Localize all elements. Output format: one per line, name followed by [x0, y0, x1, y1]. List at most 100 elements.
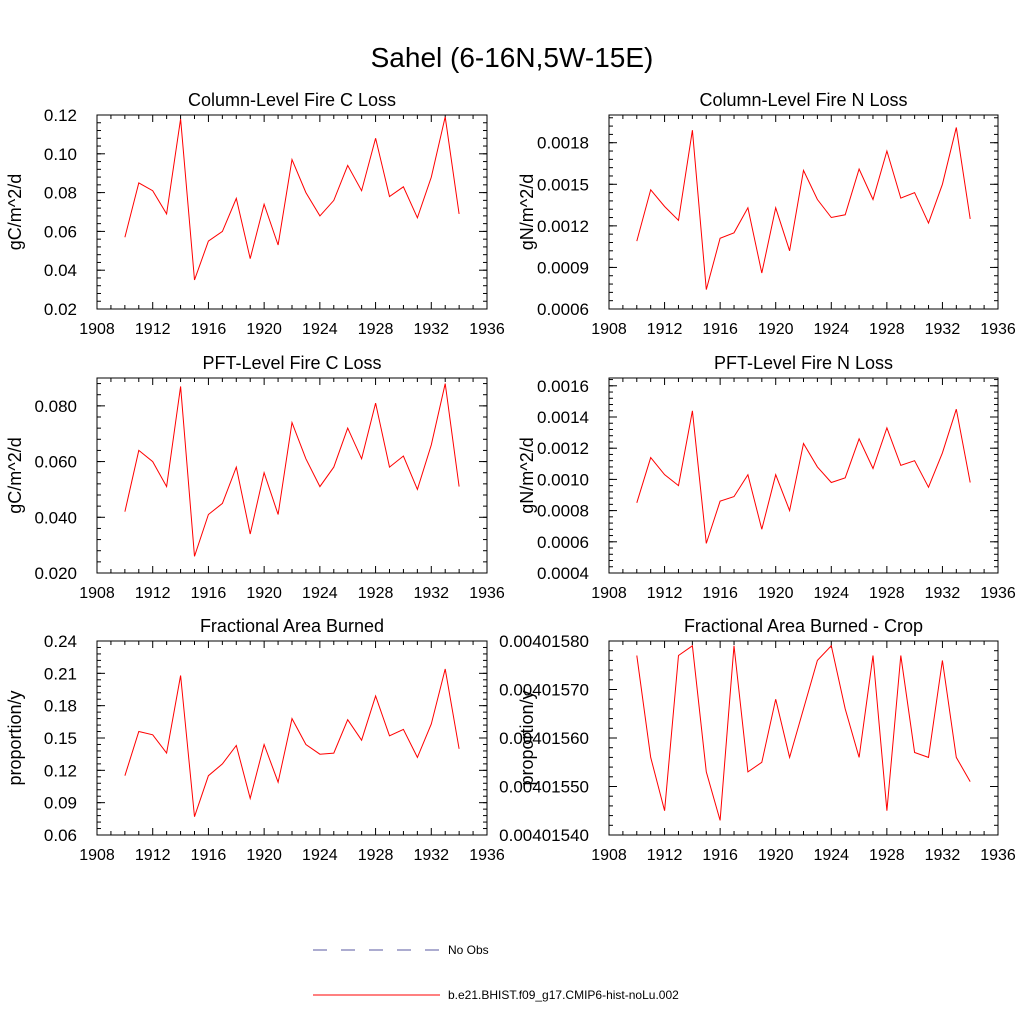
chart-panel-3: PFT-Level Fire C Loss gC/m^2/d 1908 1912 191… [5, 353, 505, 602]
y-tick-label: 0.15 [44, 729, 77, 748]
x-tick-label: 1928 [358, 321, 394, 338]
x-tick-label: 1920 [246, 585, 282, 602]
y-tick-label: 0.0004 [537, 564, 589, 583]
y-tick-label: 0.08 [44, 184, 77, 203]
y-tick-label: 0.09 [44, 794, 77, 813]
y-tick-label: 0.0016 [537, 377, 589, 396]
y-tick-label: 0.00401550 [499, 778, 589, 797]
y-axis-label: proportion/y [5, 690, 25, 785]
x-tick-label: 1908 [591, 847, 627, 864]
y-tick-label: 0.0015 [537, 175, 589, 194]
x-tick-label: 1920 [758, 321, 794, 338]
chart-title: PFT-Level Fire N Loss [714, 353, 893, 373]
x-tick-label: 1908 [79, 321, 115, 338]
plot-frame [96, 114, 488, 310]
x-tick-label: 1936 [469, 585, 505, 602]
y-tick-label: 0.04 [44, 261, 77, 280]
y-tick-label: 0.00401540 [499, 826, 589, 845]
chart-title: Column-Level Fire N Loss [699, 90, 907, 110]
chart-title: PFT-Level Fire C Loss [202, 353, 381, 373]
x-tick-label: 1932 [925, 321, 961, 338]
x-tick-label: 1924 [302, 585, 338, 602]
x-tick-label: 1916 [702, 585, 738, 602]
x-tick-label: 1932 [925, 585, 961, 602]
figure-title: Sahel (6-16N,5W-15E) [371, 42, 654, 73]
y-tick-label: 0.0006 [537, 300, 589, 319]
y-axis-label: gC/m^2/d [5, 437, 25, 513]
y-tick-label: 0.0009 [537, 258, 589, 277]
x-tick-label: 1912 [647, 847, 683, 864]
x-tick-label: 1908 [79, 585, 115, 602]
x-tick-label: 1928 [358, 585, 394, 602]
y-tick-label: 0.12 [44, 761, 77, 780]
x-tick-label: 1920 [758, 847, 794, 864]
chart-panel-6: Fractional Area Burned - Crop proportion/… [499, 616, 1016, 864]
x-tick-label: 1932 [413, 321, 449, 338]
series-line [636, 127, 971, 290]
x-tick-label: 1908 [591, 585, 627, 602]
series-line [124, 116, 460, 281]
chart-panel-2: Column-Level Fire N Loss gN/m^2/d 1908 1912… [517, 90, 1016, 338]
y-tick-label: 0.00401560 [499, 729, 589, 748]
y-axis-label: gN/m^2/d [517, 437, 537, 513]
x-tick-label: 1932 [413, 585, 449, 602]
y-tick-label: 0.0014 [537, 408, 589, 427]
y-tick-label: 0.10 [44, 145, 77, 164]
x-tick-label: 1928 [869, 847, 905, 864]
x-tick-label: 1928 [869, 321, 905, 338]
chart-title: Fractional Area Burned - Crop [684, 616, 923, 636]
x-tick-label: 1928 [869, 585, 905, 602]
y-tick-label: 0.06 [44, 826, 77, 845]
plot-frame [608, 377, 999, 574]
y-axis-label: proportion/y [517, 690, 537, 785]
y-tick-label: 0.020 [34, 564, 77, 583]
series-line [636, 409, 971, 544]
x-tick-label: 1928 [358, 847, 394, 864]
plot-frame [608, 640, 999, 836]
legend: No Obs b.e21.BHIST.f09_g17.CMIP6-hist-no… [313, 943, 679, 1002]
y-tick-label: 0.0006 [537, 533, 589, 552]
y-tick-label: 0.00401580 [499, 632, 589, 651]
y-tick-label: 0.12 [44, 106, 77, 125]
plot-frame [608, 114, 999, 310]
y-axis-label: gC/m^2/d [5, 174, 25, 250]
chart-panel-4: PFT-Level Fire N Loss gN/m^2/d 1908 1912 191… [517, 353, 1016, 602]
x-tick-label: 1932 [413, 847, 449, 864]
x-tick-label: 1924 [302, 321, 338, 338]
x-tick-label: 1912 [135, 585, 171, 602]
x-tick-label: 1924 [813, 847, 849, 864]
x-tick-label: 1932 [925, 847, 961, 864]
y-tick-label: 0.18 [44, 697, 77, 716]
x-tick-label: 1916 [191, 321, 227, 338]
x-tick-label: 1912 [647, 585, 683, 602]
x-tick-label: 1908 [591, 321, 627, 338]
x-tick-label: 1936 [980, 847, 1016, 864]
x-tick-label: 1920 [246, 847, 282, 864]
x-tick-label: 1936 [469, 847, 505, 864]
y-tick-label: 0.24 [44, 632, 77, 651]
x-tick-label: 1908 [79, 847, 115, 864]
x-tick-label: 1920 [246, 321, 282, 338]
y-tick-label: 0.0018 [537, 134, 589, 153]
x-tick-label: 1936 [980, 321, 1016, 338]
legend-label-no-obs: No Obs [448, 943, 489, 957]
x-tick-label: 1916 [702, 847, 738, 864]
x-tick-label: 1916 [191, 585, 227, 602]
y-axis-label: gN/m^2/d [517, 174, 537, 250]
chart-title: Fractional Area Burned [200, 616, 384, 636]
y-tick-label: 0.060 [34, 453, 77, 472]
series-line [636, 644, 971, 821]
x-tick-label: 1916 [191, 847, 227, 864]
chart-title: Column-Level Fire C Loss [188, 90, 396, 110]
x-tick-label: 1912 [647, 321, 683, 338]
x-tick-label: 1924 [302, 847, 338, 864]
y-tick-label: 0.0012 [537, 217, 589, 236]
x-tick-label: 1936 [980, 585, 1016, 602]
chart-panel-1: Column-Level Fire C Loss gC/m^2/d 1908 1912… [5, 90, 505, 338]
x-tick-label: 1912 [135, 847, 171, 864]
x-tick-label: 1920 [758, 585, 794, 602]
y-tick-label: 0.0010 [537, 470, 589, 489]
legend-label-model: b.e21.BHIST.f09_g17.CMIP6-hist-noLu.002 [448, 988, 679, 1002]
x-tick-label: 1924 [813, 585, 849, 602]
